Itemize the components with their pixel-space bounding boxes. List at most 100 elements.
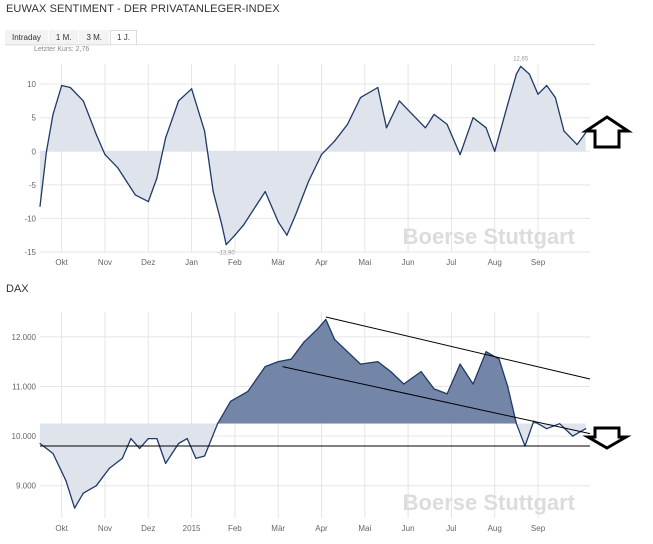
sent-ytick-label: -15 <box>24 248 36 257</box>
sent-data-point <box>377 86 379 89</box>
annotation-overlays <box>581 115 633 450</box>
dax-data-point <box>572 435 574 437</box>
sent-xtick-label: Apr <box>315 258 328 267</box>
dax-data-point <box>39 442 41 445</box>
dax-data-point <box>485 351 487 353</box>
tab-1-year[interactable]: 1 J. <box>110 30 137 46</box>
sent-data-point <box>190 88 193 90</box>
dax-area-above <box>217 319 539 424</box>
sent-data-point <box>385 127 388 129</box>
sent-data-point <box>485 127 487 129</box>
dax-ytick-label: 11.000 <box>12 382 36 391</box>
sent-ytick-label: 5 <box>32 114 37 123</box>
sent-data-point <box>472 117 474 119</box>
dax-data-point <box>359 363 362 365</box>
sent-data-point <box>359 96 362 99</box>
sent-data-point <box>82 100 84 102</box>
sent-data-point <box>177 100 180 102</box>
sent-data-point <box>45 150 48 152</box>
dax-data-point <box>195 457 197 460</box>
dax-data-point <box>585 428 587 430</box>
dax-data-point <box>247 390 249 393</box>
dax-data-point <box>264 366 266 368</box>
sent-xtick-label: Mär <box>271 258 285 267</box>
dax-data-point <box>177 442 180 445</box>
sent-data-point <box>134 194 136 196</box>
sent-xtick-label: Sep <box>531 258 546 267</box>
dax-data-point <box>156 437 158 440</box>
dax-data-point <box>390 370 392 373</box>
sent-data-point <box>346 123 349 126</box>
sent-data-point <box>546 84 548 87</box>
dax-data-point <box>325 318 327 321</box>
dax-data-point <box>403 383 405 385</box>
sent-xtick-label: Aug <box>488 258 502 267</box>
chart-title: EUWAX SENTIMENT - DER PRIVATANLEGER-INDE… <box>6 3 280 15</box>
sent-data-point <box>286 234 288 236</box>
sent-data-point <box>294 214 297 216</box>
sent-watermark: Boerse Stuttgart <box>403 224 576 249</box>
dax-xtick-label: Mai <box>358 524 371 533</box>
dax-data-point <box>164 462 167 464</box>
dax-data-point <box>377 361 379 363</box>
dax-data-point <box>229 400 232 402</box>
sent-data-point <box>307 180 310 183</box>
sent-data-point <box>126 180 128 183</box>
sent-ytick-label: -10 <box>24 214 36 223</box>
sent-xtick-label: Jan <box>185 258 198 267</box>
sent-xtick-label: Mai <box>358 258 371 267</box>
dax-data-point <box>333 338 336 340</box>
dax-chart-title: DAX <box>6 283 29 295</box>
sentiment-chart: 10 5 0 -5 -10 -15 Okt Nov Dez Jan Feb Mär Apr Mai Jun J… <box>24 46 590 267</box>
tab-1-month[interactable]: 1 M. <box>48 30 79 46</box>
dax-xtick-label: Apr <box>315 524 328 533</box>
sent-data-point <box>147 201 149 203</box>
dax-data-point <box>74 507 76 509</box>
sent-data-point <box>459 154 461 156</box>
sent-data-point <box>255 204 258 206</box>
dax-data-point <box>346 351 349 353</box>
trendline-0 <box>325 316 591 380</box>
sent-area <box>40 66 586 245</box>
dax-data-point <box>420 370 422 373</box>
dax-xtick-label: Sep <box>531 524 546 533</box>
sent-data-point <box>333 140 336 142</box>
dax-data-point <box>515 423 517 425</box>
sent-data-point <box>52 113 54 115</box>
tab-intraday[interactable]: Intraday <box>5 30 48 46</box>
sent-data-point <box>264 190 266 193</box>
sent-ytick-label: -5 <box>29 181 37 190</box>
sent-xtick-label: Dez <box>141 258 155 267</box>
dax-chart: 12.000 11.000 10.000 9.000 Okt Nov Dez 2015 Feb M… <box>12 312 591 533</box>
dax-data-point <box>216 423 219 425</box>
tab-3-months[interactable]: 3 M. <box>79 30 110 46</box>
dax-data-point <box>316 328 318 330</box>
dax-data-point <box>186 437 188 440</box>
dax-ytick-label: 10.000 <box>12 432 37 441</box>
dax-data-point <box>498 358 500 360</box>
sent-data-point <box>277 221 279 223</box>
sent-data-point <box>234 234 236 236</box>
sent-data-point <box>433 113 435 115</box>
sent-xtick-label: Nov <box>98 258 112 267</box>
dax-data-point <box>121 457 123 460</box>
sent-extreme-label: 12,65 <box>513 56 529 62</box>
sent-ytick-label: 10 <box>27 80 36 89</box>
sent-data-point <box>95 133 97 136</box>
trendline-1 <box>282 366 591 435</box>
dax-data-point <box>472 383 474 385</box>
dax-data-point <box>130 437 132 440</box>
sent-data-point <box>528 73 530 75</box>
sent-data-point <box>242 224 245 226</box>
dax-data-point <box>147 437 149 440</box>
sent-data-point <box>156 177 158 179</box>
sent-data-point <box>424 127 427 129</box>
sent-data-point <box>221 224 223 226</box>
sent-data-point <box>398 100 401 102</box>
sent-data-point <box>515 73 517 75</box>
dax-data-point <box>446 393 448 395</box>
tab-divider <box>5 44 595 45</box>
sent-data-point <box>563 130 565 132</box>
sent-ytick-label: 0 <box>32 147 37 156</box>
dax-xtick-label: Mär <box>271 524 285 533</box>
